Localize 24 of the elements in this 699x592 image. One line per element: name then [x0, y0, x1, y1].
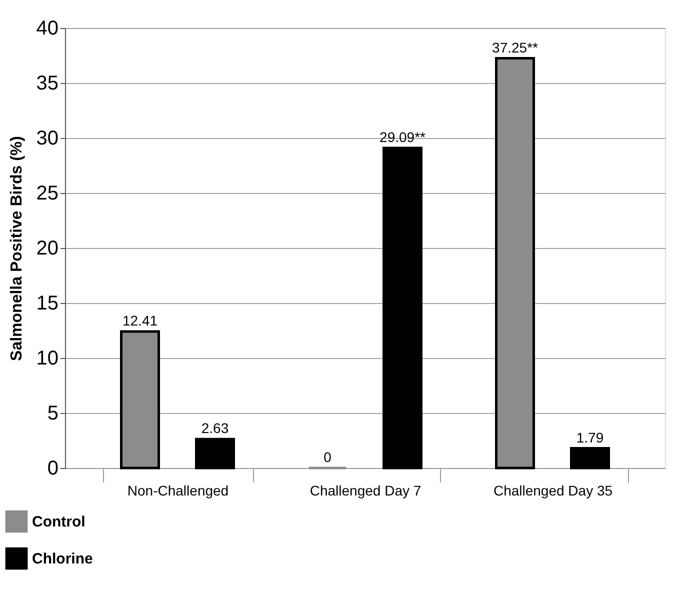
data-label: 0	[324, 449, 332, 465]
bar	[570, 447, 610, 470]
x-tick-label: Challenged Day 7	[310, 482, 422, 498]
y-tick-label: 20	[36, 238, 58, 260]
y-tick-label: 40	[36, 18, 58, 40]
y-tick-label: 30	[36, 128, 58, 150]
x-tick-label: Challenged Day 35	[493, 482, 613, 498]
y-tick-label: 25	[36, 182, 58, 204]
data-label: 12.41	[122, 312, 158, 328]
legend-label: Chlorine	[32, 550, 93, 568]
data-label: 1.79	[576, 429, 604, 446]
bar	[195, 438, 235, 470]
y-axis-title: Salmonella Positive Birds (%)	[8, 136, 26, 361]
y-tick-label: 5	[47, 402, 58, 424]
data-label: 37.25**	[492, 39, 539, 56]
y-tick-label: 0	[47, 458, 58, 480]
data-label: 2.63	[201, 420, 229, 436]
x-tick-label: Non-Challenged	[127, 482, 229, 498]
legend-label: Control	[32, 514, 86, 530]
data-label: 29.09**	[380, 129, 426, 146]
y-tick-label: 10	[36, 348, 58, 370]
y-tick-label: 15	[36, 292, 58, 314]
y-tick-label: 35	[36, 72, 58, 94]
bar	[382, 146, 422, 470]
